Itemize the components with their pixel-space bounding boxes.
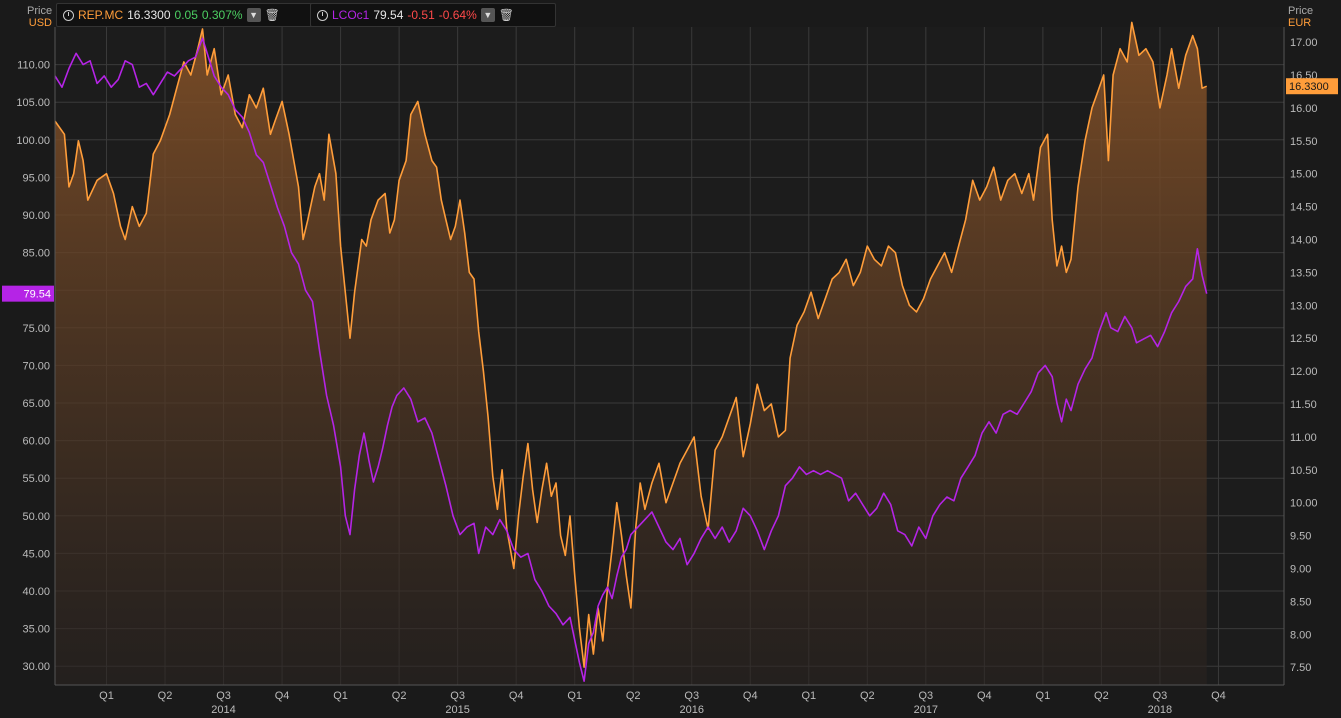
x-tick-label: Q1 [1036,690,1051,702]
x-tick-label: Q2 [158,690,173,702]
legend-lcoc1[interactable]: LCOc1 79.54 -0.51 -0.64% ▼ 🗑 [310,3,556,27]
series-line-lcoc1 [54,37,1208,682]
legend-lcoc1-ric: LCOc1 [332,8,370,22]
legend-rep-mc-pct: 0.307% [201,8,243,22]
left-tick-label: 100.00 [16,135,50,147]
left-tick-label: 105.00 [16,97,50,109]
left-tick-label: 45.00 [22,548,50,560]
left-tick-label: 50.00 [22,511,50,523]
right-tick-label: 12.50 [1290,333,1318,345]
x-tick-label: Q2 [860,690,875,702]
right-tick-label: 13.50 [1290,267,1318,279]
left-axis-title: Price [27,5,53,17]
x-tick-label: Q4 [275,690,290,702]
x-tick-label: Q3 [684,690,699,702]
right-tick-label: 9.00 [1290,564,1311,576]
legend-lcoc1-price: 79.54 [373,8,404,22]
x-tick-label: Q1 [99,690,114,702]
right-tick-label: 10.50 [1290,465,1318,477]
right-axis-caption: Price EUR [1288,5,1313,29]
left-axis-unit: USD [28,17,52,29]
x-tick-label: Q3 [450,690,465,702]
legend-rep-mc-ric: REP.MC [78,8,124,22]
x-year-label: 2014 [211,704,235,716]
trash-icon[interactable]: 🗑 [498,8,515,22]
x-tick-label: Q4 [1211,690,1226,702]
x-tick-label: Q3 [1153,690,1168,702]
series-layer [54,21,1208,685]
left-tick-label: 95.00 [22,172,50,184]
right-tick-label: 10.00 [1290,498,1318,510]
x-tick-label: Q1 [801,690,816,702]
x-tick-label: Q4 [743,690,758,702]
left-tick-label: 75.00 [22,323,50,335]
right-tick-label: 15.50 [1290,136,1318,148]
legend-lcoc1-pct: -0.64% [438,8,477,22]
right-tick-label: 14.00 [1290,235,1318,247]
right-tick-label: 8.00 [1290,629,1311,641]
left-tick-label: 65.00 [22,398,50,410]
right-tick-label: 11.50 [1290,399,1317,411]
x-tick-label: Q2 [626,690,641,702]
right-axis-unit: EUR [1288,17,1312,29]
series-area-rep-mc [55,22,1207,685]
chevron-down-icon[interactable]: ▼ [480,8,495,22]
x-tick-label: Q2 [392,690,407,702]
right-tick-label: 13.00 [1290,300,1318,312]
right-tick-label: 16.00 [1290,103,1318,115]
left-tick-label: 90.00 [22,210,50,222]
right-tick-label: 17.00 [1290,37,1318,49]
left-tick-label: 110.00 [17,60,50,72]
left-axis-caption: Price USD [27,5,52,29]
x-year-label: 2017 [914,704,938,716]
axes: 30.00 35.00 40.00 45.00 50.00 55.00 60.00 65.00… [2,27,1338,716]
chevron-down-icon[interactable]: ▼ [246,8,261,22]
x-tick-label: Q3 [918,690,933,702]
lcoc1-last-price-tag [2,285,54,302]
right-tick-label: 14.50 [1290,202,1318,214]
x-tick-label: Q1 [333,690,348,702]
x-tick-label: Q4 [977,690,992,702]
left-tick-label: 30.00 [22,661,50,673]
rep-mc-last-price-tag [1286,78,1338,95]
right-tick-label: 9.50 [1290,531,1311,543]
right-axis-title: Price [1288,5,1314,17]
x-tick-label: Q4 [509,690,524,702]
lcoc1-last-price-label: 79.54 [23,289,51,301]
x-year-label: 2016 [679,704,703,716]
right-tick-label: 15.00 [1290,169,1318,181]
left-tick-label: 70.00 [22,360,50,372]
right-tick-label: 7.50 [1290,662,1311,674]
right-tick-label: 11.00 [1290,432,1317,444]
rep-mc-last-price-label: 16.3300 [1289,81,1329,93]
x-year-label: 2018 [1148,704,1172,716]
x-tick-label: Q3 [216,690,231,702]
clock-icon [63,9,74,21]
legend-lcoc1-change: -0.51 [407,8,435,22]
legend-rep-mc-change: 0.05 [174,8,198,22]
trash-icon[interactable]: 🗑 [264,8,280,22]
legend-rep-mc-price: 16.3300 [127,8,171,22]
left-tick-label: 85.00 [22,248,50,260]
x-year-label: 2015 [445,704,469,716]
right-tick-label: 12.00 [1290,366,1318,378]
x-tick-label: Q1 [567,690,582,702]
left-tick-label: 40.00 [22,586,50,598]
left-tick-label: 55.00 [22,473,50,485]
clock-icon [317,9,328,21]
right-tick-label: 8.50 [1290,596,1311,608]
left-tick-label: 35.00 [22,624,50,636]
series-line-rep-mc [54,21,1208,668]
left-tick-label: 60.00 [22,436,50,448]
legend-rep-mc[interactable]: REP.MC 16.3300 0.05 0.307% ▼ 🗑 [56,3,314,27]
x-tick-label: Q2 [1094,690,1109,702]
